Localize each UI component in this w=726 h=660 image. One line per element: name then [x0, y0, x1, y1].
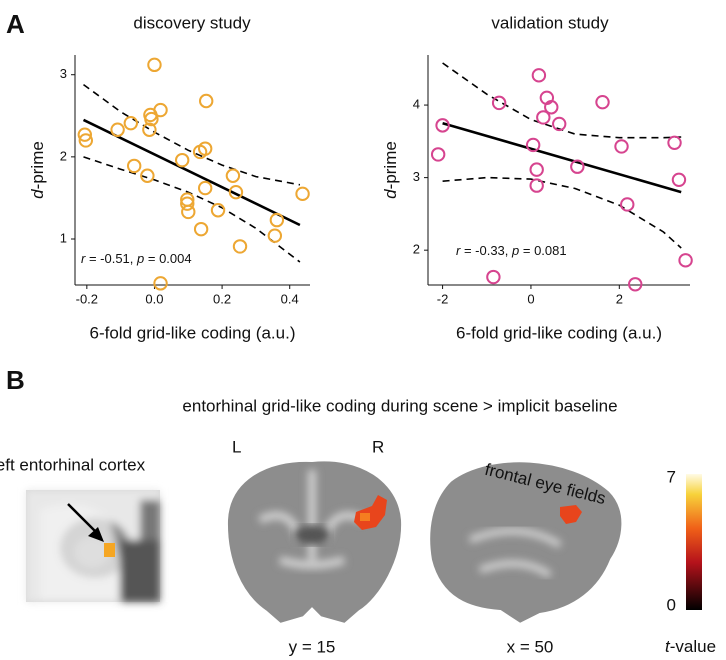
- annotation: r = -0.51, p = 0.004: [81, 251, 192, 266]
- point: [673, 174, 685, 186]
- point: [182, 206, 194, 218]
- inset-label: left entorhinal cortex: [0, 455, 146, 474]
- point: [200, 95, 212, 107]
- colorbar-label: t-value: [665, 637, 716, 656]
- point: [111, 124, 123, 136]
- x-tick-label: -0.2: [76, 291, 98, 306]
- point: [615, 140, 627, 152]
- point: [530, 163, 542, 175]
- point: [199, 182, 211, 194]
- point: [533, 69, 545, 81]
- colorbar-tick-label: 0: [667, 595, 676, 614]
- x-tick-label: 0.0: [145, 291, 163, 306]
- point: [128, 160, 140, 172]
- hemisphere-label: L: [232, 437, 241, 456]
- x-tick-label: -2: [437, 291, 449, 306]
- point: [269, 230, 281, 242]
- point: [537, 111, 549, 123]
- point: [487, 271, 499, 283]
- ci-lower: [443, 178, 682, 248]
- x-axis-label: 6-fold grid-like coding (a.u.): [90, 323, 296, 342]
- point: [668, 137, 680, 149]
- point: [227, 170, 239, 182]
- y-axis-label: d-prime: [381, 141, 400, 199]
- x-tick-label: 2: [616, 291, 623, 306]
- point: [432, 148, 444, 160]
- panel-label: B: [6, 365, 25, 395]
- y-tick-label: 3: [413, 169, 420, 184]
- y-axis-label-part: -prime: [28, 141, 47, 189]
- y-axis-label-part: -prime: [381, 141, 400, 189]
- chart-title: discovery study: [133, 13, 251, 32]
- point: [176, 154, 188, 166]
- point: [679, 254, 691, 266]
- point: [271, 214, 283, 226]
- annotation-part: = -0.51,: [85, 251, 137, 266]
- slice-label: y = 15: [289, 637, 336, 656]
- colorbar-tick-label: 7: [667, 467, 676, 486]
- annotation-part: = -0.33,: [460, 243, 512, 258]
- point: [148, 59, 160, 71]
- annotation-part: p: [511, 243, 519, 258]
- x-tick-label: 0: [527, 291, 534, 306]
- fit-line: [443, 123, 682, 192]
- colorbar-label-part: -value: [670, 637, 716, 656]
- coronal-image: [226, 459, 403, 625]
- colorbar: [686, 474, 702, 610]
- slice-label: x = 50: [507, 637, 554, 656]
- y-tick-label: 2: [413, 242, 420, 257]
- point: [154, 104, 166, 116]
- y-axis-label: d-prime: [28, 141, 47, 199]
- point: [596, 96, 608, 108]
- point: [530, 179, 542, 191]
- annotation-part: = 0.004: [144, 251, 191, 266]
- point: [195, 223, 207, 235]
- chart-title: validation study: [491, 13, 609, 32]
- panel-title: entorhinal grid-like coding during scene…: [182, 396, 617, 415]
- point: [154, 277, 166, 289]
- annotation: r = -0.33, p = 0.081: [456, 243, 567, 258]
- x-axis-label: 6-fold grid-like coding (a.u.): [456, 323, 662, 342]
- point: [212, 204, 224, 216]
- point: [296, 188, 308, 200]
- point: [629, 278, 641, 290]
- point: [234, 240, 246, 252]
- inset-image: [26, 490, 160, 602]
- x-tick-label: 0.2: [213, 291, 231, 306]
- point: [125, 117, 137, 129]
- panel-label: A: [6, 9, 25, 39]
- annotation-part: p: [136, 251, 144, 266]
- x-tick-label: 0.4: [281, 291, 299, 306]
- y-tick-label: 4: [413, 97, 420, 112]
- figure: A B entorhinal grid-like coding during s…: [0, 0, 726, 660]
- hemisphere-label: R: [372, 437, 384, 456]
- ci-upper: [443, 63, 682, 138]
- point: [621, 198, 633, 210]
- annotation-part: = 0.081: [519, 243, 566, 258]
- y-tick-label: 2: [60, 148, 67, 163]
- y-tick-label: 3: [60, 66, 67, 81]
- y-tick-label: 1: [60, 230, 67, 245]
